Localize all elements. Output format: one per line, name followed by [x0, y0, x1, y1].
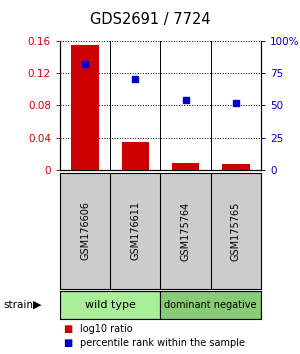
Text: strain: strain	[3, 300, 33, 310]
Text: GSM176611: GSM176611	[130, 201, 140, 261]
Text: percentile rank within the sample: percentile rank within the sample	[80, 338, 244, 348]
Text: dominant negative: dominant negative	[164, 300, 257, 310]
Bar	[222, 164, 250, 170]
Bar	[71, 45, 99, 170]
Text: log10 ratio: log10 ratio	[80, 324, 132, 333]
Text: GSM175765: GSM175765	[231, 201, 241, 261]
Text: ■: ■	[63, 324, 72, 333]
Text: ■: ■	[63, 338, 72, 348]
Bar	[172, 164, 200, 170]
Text: wild type: wild type	[85, 300, 136, 310]
Text: ▶: ▶	[33, 300, 42, 310]
Bar	[122, 142, 149, 170]
Bar	[160, 291, 261, 319]
Text: GSM175764: GSM175764	[181, 201, 190, 261]
Text: GDS2691 / 7724: GDS2691 / 7724	[90, 12, 210, 27]
Bar	[60, 291, 160, 319]
Text: GSM176606: GSM176606	[80, 201, 90, 261]
